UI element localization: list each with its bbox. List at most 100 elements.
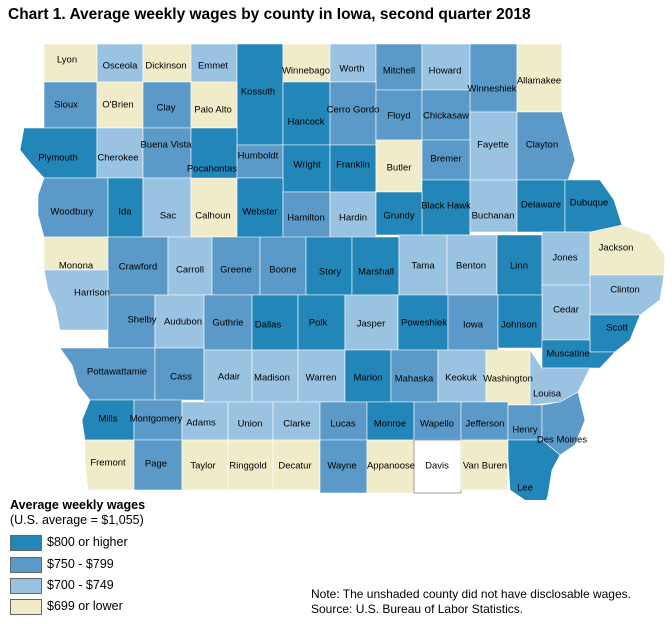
- county-label-clay: Clay: [156, 103, 175, 114]
- county-label-decatur: Decatur: [278, 461, 311, 472]
- county-clayton: [516, 111, 576, 181]
- county-harrison: [43, 269, 109, 331]
- county-label-emmet: Emmet: [198, 61, 228, 72]
- county-label-dallas: Dallas: [255, 320, 282, 331]
- county-label-davis: Davis: [425, 461, 449, 472]
- county-label-franklin: Franklin: [336, 160, 370, 171]
- county-label-worth: Worth: [339, 64, 364, 75]
- county-label-buchanan: Buchanan: [472, 211, 515, 222]
- county-label-clarke: Clarke: [283, 419, 310, 430]
- county-label-warren: Warren: [306, 373, 337, 384]
- county-label-fremont: Fremont: [90, 458, 126, 469]
- county-label-hamilton: Hamilton: [287, 213, 325, 224]
- county-label-mills: Mills: [99, 414, 118, 425]
- county-label-cherokee: Cherokee: [97, 153, 138, 164]
- county-label-muscatine: Muscatine: [546, 349, 589, 360]
- county-label-chickasaw: Chickasaw: [423, 111, 469, 122]
- county-label-cerro-gordo: Cerro Gordo: [327, 105, 380, 116]
- county-label-clayton: Clayton: [526, 140, 558, 151]
- county-label-appanoose: Appanoose: [367, 461, 415, 472]
- county-label-boone: Boone: [269, 265, 296, 276]
- county-label-cass: Cass: [170, 372, 192, 383]
- county-label-ringgold: Ringgold: [229, 461, 267, 472]
- county-label-harrison: Harrison: [74, 288, 110, 299]
- legend-swatch: [10, 578, 42, 594]
- county-hancock: [282, 81, 331, 146]
- legend-label: $750 - $799: [47, 557, 114, 571]
- county-label-lucas: Lucas: [330, 419, 356, 430]
- county-label-madison: Madison: [254, 373, 290, 384]
- county-label-bremer: Bremer: [430, 154, 461, 165]
- county-label-winnebago: Winnebago: [282, 66, 330, 77]
- county-label-marshall: Marshall: [358, 267, 394, 278]
- county-label-adair: Adair: [218, 372, 240, 383]
- county-label-story: Story: [319, 267, 341, 278]
- county-label-lee: Lee: [517, 483, 533, 494]
- county-label-adams: Adams: [186, 418, 216, 429]
- county-label-dubuque: Dubuque: [570, 198, 609, 209]
- county-label-pocahontas: Pocahontas: [187, 164, 237, 175]
- county-label-plymouth: Plymouth: [38, 153, 78, 164]
- county-label-keokuk: Keokuk: [445, 373, 477, 384]
- county-label-humboldt: Humboldt: [238, 151, 279, 162]
- county-winneshiek: [469, 43, 518, 113]
- legend-label: $800 or higher: [47, 535, 128, 549]
- county-label-polk: Polk: [309, 318, 328, 329]
- county-label-floyd: Floyd: [387, 111, 410, 122]
- county-label-shelby: Shelby: [127, 315, 156, 326]
- source-text: Source: U.S. Bureau of Labor Statistics.: [311, 602, 524, 616]
- county-label-crawford: Crawford: [119, 262, 158, 273]
- county-label-taylor: Taylor: [190, 461, 215, 472]
- county-label-guthrie: Guthrie: [212, 318, 243, 329]
- legend-swatch: [10, 557, 42, 573]
- county-label-iowa: Iowa: [463, 320, 484, 331]
- county-label-palo-alto: Palo Alto: [194, 105, 232, 116]
- county-label-jackson: Jackson: [599, 243, 634, 254]
- county-label-henry: Henry: [512, 425, 538, 436]
- county-label-webster: Webster: [242, 207, 277, 218]
- county-label-linn: Linn: [510, 261, 528, 272]
- county-label-kossuth: Kossuth: [241, 87, 275, 98]
- county-label-hardin: Hardin: [339, 213, 367, 224]
- county-label-calhoun: Calhoun: [195, 211, 230, 222]
- chart-title: Chart 1. Average weekly wages by county …: [8, 6, 531, 23]
- county-label-poweshiek: Poweshiek: [401, 318, 447, 329]
- county-buchanan: [469, 179, 518, 233]
- county-label-monona: Monona: [59, 261, 94, 272]
- county-label-clinton: Clinton: [610, 285, 640, 296]
- county-label-delaware: Delaware: [521, 200, 561, 211]
- county-label-o-brien: O'Brien: [102, 100, 133, 111]
- county-label-marion: Marion: [353, 373, 382, 384]
- iowa-county-map: Lyon Osceola Dickinson Emmet Kossuth Winnebag…: [19, 43, 666, 500]
- county-fremont: [84, 439, 135, 491]
- county-label-des-moines: Des Moines: [537, 435, 587, 446]
- county-van-buren: [460, 439, 509, 491]
- county-label-jasper: Jasper: [357, 319, 386, 330]
- county-label-cedar: Cedar: [553, 305, 579, 316]
- legend-label: $700 - $749: [47, 578, 114, 592]
- county-label-wayne: Wayne: [327, 461, 356, 472]
- county-label-carroll: Carroll: [176, 265, 204, 276]
- county-label-grundy: Grundy: [383, 211, 414, 222]
- county-buena-vista: [142, 127, 192, 179]
- legend-swatch: [10, 535, 42, 551]
- county-label-pottawattamie: Pottawattamie: [87, 367, 147, 378]
- county-label-scott: Scott: [606, 323, 628, 334]
- county-label-wapello: Wapello: [420, 419, 454, 430]
- legend-subtitle: (U.S. average = $1,055): [10, 513, 144, 527]
- county-label-dickinson: Dickinson: [145, 61, 186, 72]
- legend-label: $699 or lower: [47, 599, 123, 613]
- county-label-woodbury: Woodbury: [50, 207, 93, 218]
- county-label-montgomery: Montgomery: [130, 414, 183, 425]
- county-label-union: Union: [238, 419, 263, 430]
- county-label-wright: Wright: [293, 160, 321, 171]
- county-sac: [142, 177, 192, 238]
- county-label-audubon: Audubon: [164, 317, 202, 328]
- county-calhoun: [190, 177, 238, 238]
- county-label-jefferson: Jefferson: [466, 419, 505, 430]
- county-label-sac: Sac: [160, 211, 177, 222]
- county-label-johnson: Johnson: [501, 320, 537, 331]
- county-label-hancock: Hancock: [288, 117, 325, 128]
- county-label-tama: Tama: [411, 261, 435, 272]
- county-davis: [413, 439, 462, 494]
